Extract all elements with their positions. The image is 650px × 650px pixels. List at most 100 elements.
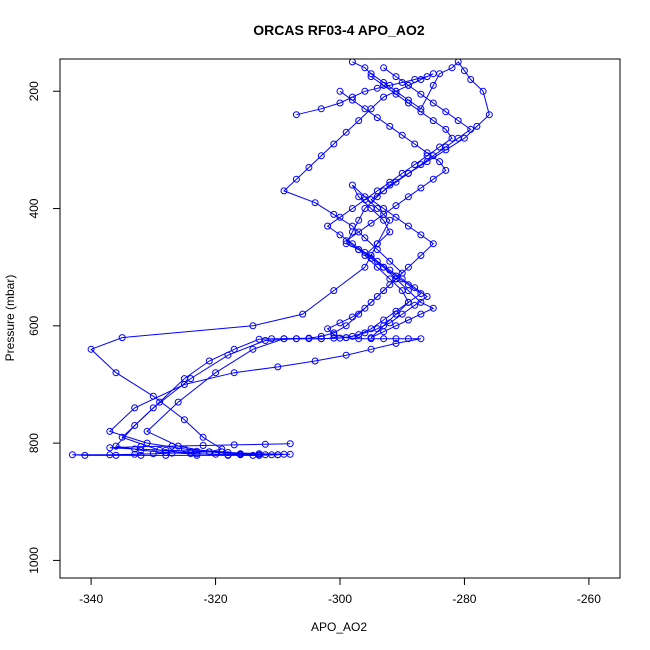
- x-axis: -340 -320 -300 -280 -260: [79, 578, 601, 606]
- data-point: [118, 433, 126, 441]
- data-point: [336, 213, 344, 221]
- data-point: [392, 335, 400, 343]
- data-point: [355, 310, 363, 318]
- data-point: [286, 440, 294, 448]
- data-point: [467, 125, 475, 133]
- data-point: [417, 76, 425, 83]
- y-tick-label: 600: [27, 315, 41, 335]
- y-tick-label: 400: [27, 198, 41, 218]
- data-point: [348, 240, 356, 248]
- data-point: [380, 93, 388, 101]
- data-point: [373, 84, 381, 92]
- data-point: [348, 181, 356, 189]
- data-point: [454, 134, 462, 142]
- data-point: [392, 178, 400, 186]
- data-point: [317, 152, 325, 160]
- data-point: [442, 125, 450, 133]
- x-tick-label: -300: [328, 592, 352, 606]
- data-point: [429, 175, 437, 183]
- data-point: [392, 213, 400, 221]
- data-point: [106, 444, 114, 452]
- data-point: [392, 322, 400, 330]
- data-point: [342, 128, 350, 136]
- data-point: [149, 450, 157, 458]
- data-point: [386, 281, 394, 289]
- data-point: [205, 357, 213, 365]
- data-point: [330, 287, 338, 295]
- data-point: [199, 433, 207, 441]
- data-point: [392, 90, 400, 98]
- data-point: [230, 441, 238, 449]
- series-line: [72, 61, 490, 456]
- data-point: [404, 169, 412, 177]
- data-point: [467, 76, 475, 83]
- data-point: [392, 307, 400, 315]
- data-point: [268, 451, 276, 459]
- data-point: [336, 87, 344, 95]
- data-point: [355, 331, 363, 339]
- data-point: [386, 228, 394, 236]
- data-point: [380, 287, 388, 295]
- data-point: [224, 451, 232, 459]
- data-point: [398, 287, 406, 295]
- data-point: [268, 335, 276, 343]
- data-point: [479, 87, 487, 95]
- x-tick-label: -320: [204, 592, 228, 606]
- data-point: [330, 210, 338, 218]
- data-point: [68, 451, 76, 459]
- data-point: [106, 427, 114, 435]
- data-point: [417, 184, 425, 192]
- data-point: [230, 369, 238, 377]
- data-point: [255, 451, 263, 459]
- data-point: [404, 298, 412, 306]
- x-tick-label: -340: [79, 592, 103, 606]
- data-point: [404, 81, 412, 89]
- data-point: [417, 310, 425, 318]
- data-point: [342, 351, 350, 359]
- data-point: [112, 442, 120, 450]
- data-point: [429, 70, 437, 78]
- chart-title: ORCAS RF03-4 APO_AO2: [253, 22, 425, 38]
- data-point: [386, 257, 394, 265]
- data-point: [249, 322, 257, 330]
- data-point: [299, 310, 307, 318]
- data-point: [342, 322, 350, 330]
- data-point: [336, 334, 344, 342]
- data-point: [305, 334, 313, 342]
- data-point: [131, 422, 139, 429]
- data-point: [367, 345, 375, 353]
- y-axis-label: Pressure (mbar): [3, 275, 17, 362]
- data-point: [156, 398, 164, 406]
- series-4: [118, 73, 456, 459]
- data-point: [224, 351, 232, 359]
- data-point: [131, 404, 139, 412]
- data-point: [423, 73, 431, 81]
- data-point: [460, 67, 468, 75]
- data-point: [417, 298, 425, 306]
- data-point: [336, 99, 344, 107]
- data-point: [411, 301, 419, 309]
- y-tick-label: 800: [27, 433, 41, 453]
- data-point: [380, 263, 388, 271]
- data-point: [180, 416, 188, 424]
- data-point: [417, 252, 425, 259]
- data-point: [417, 161, 425, 169]
- data-point: [380, 64, 388, 72]
- data-point: [292, 175, 300, 183]
- data-point: [392, 339, 400, 347]
- data-point: [398, 131, 406, 139]
- data-point: [392, 275, 400, 283]
- data-point: [236, 450, 244, 458]
- data-point: [417, 290, 425, 298]
- data-point: [386, 319, 394, 327]
- data-point: [311, 199, 319, 207]
- series-line: [146, 67, 472, 456]
- data-point: [373, 246, 381, 254]
- series-1: [68, 59, 493, 459]
- data-point: [404, 99, 412, 107]
- data-point: [386, 266, 394, 274]
- y-axis: 200 400 600 800 1000: [27, 81, 60, 574]
- data-point: [423, 293, 431, 300]
- data-point: [187, 375, 195, 383]
- data-point: [174, 442, 182, 450]
